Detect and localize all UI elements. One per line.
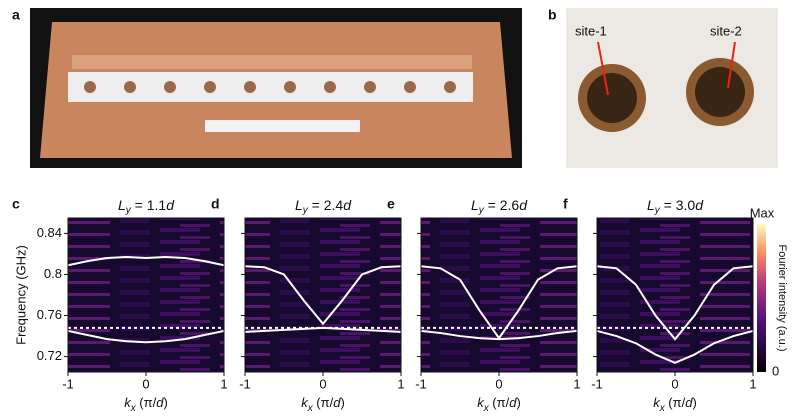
curve (420, 329, 578, 341)
curve (596, 329, 754, 364)
x-tick-label: -1 (239, 376, 251, 391)
text-part: k (477, 395, 485, 410)
text-part: d (519, 197, 528, 213)
text-part: = 3.0 (660, 197, 696, 213)
x-tick-label: 1 (220, 376, 227, 391)
panel-letter: d (211, 196, 220, 212)
y-axis-label: Frequency (GHz) (13, 245, 28, 345)
curve (244, 265, 402, 326)
x-tick-label: 0 (319, 376, 326, 391)
text-part: d (166, 197, 175, 213)
panel-letter: e (387, 196, 395, 212)
text-part: ) (340, 395, 344, 410)
x-tick-label: 1 (749, 376, 756, 391)
text-part: L (647, 197, 655, 213)
text-part: x (659, 403, 666, 414)
text-part: L (295, 197, 303, 213)
text-part: y (654, 205, 661, 216)
text-part: ) (692, 395, 696, 410)
text-part: ) (516, 395, 520, 410)
y-tick-label: 0.72 (37, 348, 62, 363)
chart-title: Ly = 1.1d (118, 197, 175, 216)
text-part: ) (163, 395, 167, 410)
x-tick-label: 0 (495, 376, 502, 391)
rail (72, 55, 472, 69)
colorbar-min: 0 (772, 363, 779, 378)
text-part: L (118, 197, 126, 213)
x-tick-label: -1 (62, 376, 74, 391)
x-tick-label: 1 (573, 376, 580, 391)
y-tick-label: 0.84 (37, 225, 62, 240)
ruler (205, 120, 360, 132)
text-part: k (653, 395, 661, 410)
y-tick-label: 0.8 (44, 266, 62, 281)
text-part: (π/ (313, 395, 334, 410)
text-part: = 2.6 (484, 197, 520, 213)
text-part: (π/ (489, 395, 510, 410)
text-part: = 1.1 (131, 197, 167, 213)
heatmap (597, 218, 753, 372)
curve (596, 265, 754, 341)
text-part: (π/ (665, 395, 686, 410)
annotation: site-1 (575, 23, 607, 38)
text-part: (π/ (136, 395, 157, 410)
heatmap (421, 218, 577, 372)
text-part: d (685, 395, 693, 410)
text-part: d (343, 197, 352, 213)
x-axis-label: kx (π/d) (124, 395, 168, 413)
curve (67, 256, 225, 267)
curve (420, 265, 578, 340)
text-part: d (509, 395, 517, 410)
colorbar (757, 224, 766, 372)
annotation: site-2 (710, 23, 742, 38)
text-part: k (301, 395, 309, 410)
text-part: L (471, 197, 479, 213)
chart-title: Ly = 3.0d (647, 197, 704, 216)
chart-title: Ly = 2.4d (295, 197, 352, 216)
text-part: x (130, 403, 137, 414)
colorbar-max: Max (750, 205, 775, 220)
text-part: d (333, 395, 341, 410)
heatmap (68, 218, 224, 372)
curve (244, 326, 402, 333)
x-axis-label: kx (π/d) (301, 395, 345, 413)
y-tick-label: 0.76 (37, 307, 62, 322)
text-part: d (695, 197, 704, 213)
arrow (597, 41, 609, 96)
colorbar-label: Fourier intensity (a.u.) (776, 245, 788, 352)
x-tick-label: 0 (671, 376, 678, 391)
x-axis-label: kx (π/d) (477, 395, 521, 413)
text-part: k (124, 395, 132, 410)
arrow (727, 41, 736, 89)
panel-letter: c (12, 196, 20, 212)
text-part: y (302, 205, 309, 216)
curve (67, 329, 225, 344)
x-tick-label: -1 (415, 376, 427, 391)
x-tick-label: -1 (591, 376, 603, 391)
chart-title: Ly = 2.6d (471, 197, 528, 216)
panel-letter: b (548, 7, 557, 23)
text-part: x (483, 403, 490, 414)
holes (84, 81, 456, 93)
x-axis-label: kx (π/d) (653, 395, 697, 413)
panel-letter: a (12, 7, 20, 23)
panel-letter: f (563, 196, 568, 212)
text-part: y (478, 205, 485, 216)
heatmap (245, 218, 401, 372)
text-part: y (125, 205, 132, 216)
x-tick-label: 1 (397, 376, 404, 391)
text-part: x (307, 403, 314, 414)
x-tick-label: 0 (142, 376, 149, 391)
text-part: d (156, 395, 164, 410)
text-part: = 2.4 (308, 197, 344, 213)
